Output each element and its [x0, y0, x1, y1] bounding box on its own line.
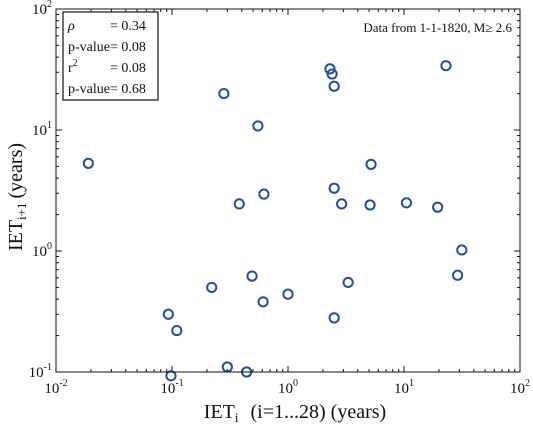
stats-row-3-label-base: r: [68, 61, 73, 76]
y-tick-label-base: 10: [32, 2, 47, 18]
data-point: [328, 80, 340, 92]
x-tick-label: 10-1: [160, 378, 183, 397]
data-point: [258, 188, 270, 200]
stats-row-3-label: r2: [68, 58, 78, 76]
x-tick-label-base: 10: [510, 381, 525, 397]
y-axis-title-rest: (years): [5, 143, 27, 199]
x-tick-label-base: 10: [394, 381, 409, 397]
x-axis-title-sub: i: [235, 410, 239, 425]
data-point: [328, 312, 340, 324]
data-point: [336, 198, 348, 210]
x-axis-title-main: IET: [204, 401, 235, 423]
y-tick-label-base: 10: [32, 244, 47, 260]
data-point: [171, 324, 183, 337]
data-point: [165, 370, 177, 382]
data-point: [252, 120, 264, 132]
y-tick-label-exp: 2: [47, 0, 52, 10]
x-tick-label: 101: [394, 378, 414, 397]
x-axis-title: IETi (i=1...28) (years): [204, 401, 386, 425]
x-tick-label-exp: 2: [525, 378, 530, 389]
data-point: [400, 197, 413, 209]
x-axis-title-rest: (i=1...28) (years): [251, 401, 387, 423]
stats-row-4-label: p-value: [68, 82, 110, 97]
y-tick-label-base: 10: [29, 365, 44, 381]
stats-row-2-label: p-value: [68, 40, 110, 55]
stats-row-3-label-sup: 2: [73, 58, 78, 69]
x-tick-label: 100: [278, 378, 298, 397]
plot-frame: [55, 8, 521, 373]
data-point: [257, 296, 269, 308]
stats-row-4-value: = 0.68: [110, 82, 146, 97]
data-point: [328, 182, 340, 194]
data-point: [233, 198, 245, 210]
stats-row-3-value: = 0.08: [110, 61, 146, 76]
y-tick-label-exp: 0: [47, 241, 52, 252]
y-tick-label: 102: [32, 0, 52, 18]
x-tick-label-exp: -1: [175, 378, 183, 389]
stats-box: ρ = 0.34 p-value = 0.08 r2 = 0.08 p-valu…: [62, 11, 159, 101]
x-tick-label-exp: -2: [59, 378, 67, 389]
x-tick-label-exp: 0: [293, 378, 298, 389]
x-tick-label-base: 10: [278, 381, 293, 397]
stats-row-2-value: = 0.08: [110, 40, 146, 55]
x-tick-label-base: 10: [160, 381, 175, 397]
y-tick-label-exp: -1: [44, 362, 52, 373]
y-tick-label: 101: [32, 120, 52, 139]
data-point: [218, 87, 230, 100]
y-tick-label-base: 10: [32, 123, 47, 139]
data-point: [246, 270, 258, 282]
data-point: [440, 60, 452, 72]
x-tick-label-exp: 1: [409, 378, 414, 389]
x-tick-label: 102: [510, 378, 530, 397]
data-point: [365, 158, 377, 170]
data-point: [432, 201, 444, 213]
stats-box-border: [62, 11, 159, 101]
x-tick-label: 10-2: [44, 378, 67, 397]
data-point: [206, 281, 218, 294]
data-point: [82, 157, 94, 169]
x-tick-label-base: 10: [44, 381, 59, 397]
y-axis-title-sub: i+1: [14, 202, 29, 219]
points-layer: [82, 60, 468, 382]
data-point: [364, 199, 376, 211]
data-point: [452, 269, 464, 281]
data-point: [456, 244, 468, 256]
data-point: [162, 308, 174, 320]
stats-row-1-value: = 0.34: [110, 19, 146, 34]
y-axis-title-main: IET: [5, 220, 27, 251]
data-point: [324, 63, 336, 75]
y-axis-title: IETi+1 (years): [5, 143, 29, 251]
data-point: [326, 68, 338, 80]
y-tick-label-exp: 1: [47, 120, 52, 131]
data-point: [282, 288, 294, 300]
y-tick-label: 10-1: [29, 362, 52, 381]
data-point: [342, 276, 354, 289]
y-tick-label: 100: [32, 241, 52, 260]
stats-row-1-label: ρ: [67, 19, 75, 34]
data-source-annotation: Data from 1-1-1820, M≥ 2.6: [363, 20, 512, 35]
